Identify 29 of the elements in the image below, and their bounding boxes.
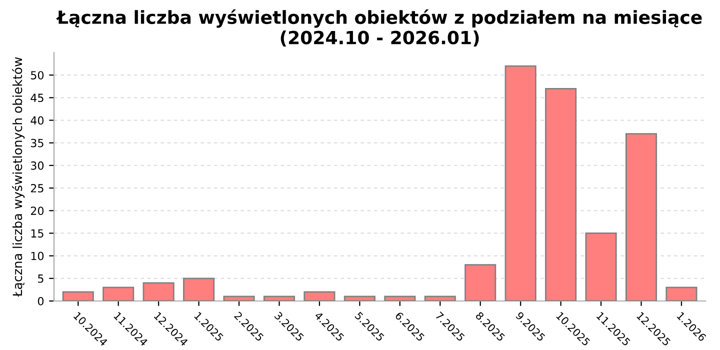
bar: [585, 232, 617, 301]
bar: [142, 282, 174, 301]
bar: [666, 286, 698, 301]
y-tick-label: 0: [38, 296, 44, 306]
bar: [183, 278, 215, 301]
y-tick-label: 35: [30, 138, 44, 148]
y-tick-label: 5: [38, 274, 44, 283]
y-tick-label: 50: [30, 71, 44, 80]
bar: [504, 65, 536, 301]
bar: [62, 291, 94, 301]
y-tick-label: 40: [30, 116, 44, 125]
bar: [625, 133, 658, 301]
bar: [464, 264, 496, 301]
y-tick-label: 45: [30, 94, 44, 102]
y-tick-label: 15: [31, 229, 44, 238]
bar: [263, 296, 296, 301]
bar: [384, 296, 416, 301]
chart-title: Łączna liczba wyświetlonych obiektów z podziałem na miesiące (2024.10 - 2026.01): [56, 9, 702, 47]
y-tick-label: 25: [30, 184, 44, 192]
y-tick-label: 10: [31, 252, 44, 260]
y-tick-label: 30: [30, 161, 44, 170]
y-axis-title: Łączna liczba wyświetlonych obiektów: [12, 57, 25, 297]
bar: [545, 88, 577, 301]
bar: [102, 286, 134, 301]
bar: [304, 291, 336, 301]
bar: [223, 296, 255, 301]
bar: [424, 296, 456, 301]
y-tick-label: 20: [30, 206, 44, 216]
bar: [344, 296, 376, 301]
